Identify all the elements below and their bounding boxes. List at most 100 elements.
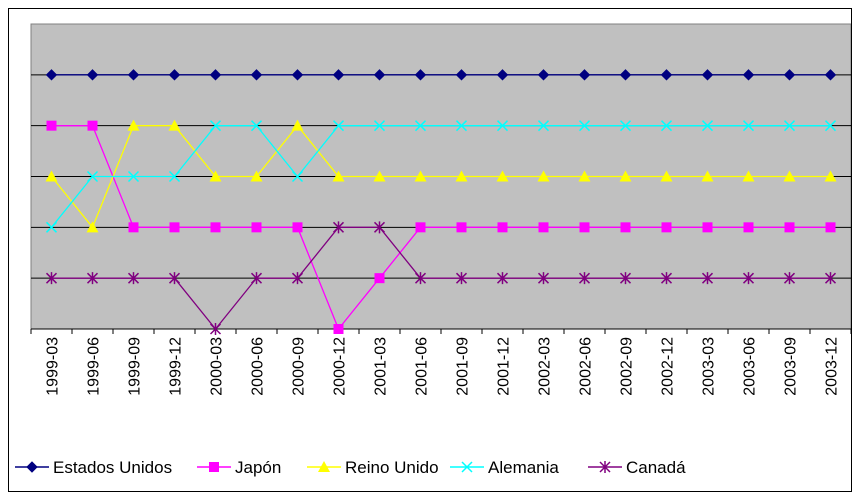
data-point [333, 324, 344, 334]
data-point [86, 221, 99, 233]
x-tick-label: 2002-09 [619, 337, 636, 396]
x-tick-label: 1999-12 [168, 337, 185, 396]
data-point [619, 170, 632, 182]
x-tick-label: 2003-12 [824, 337, 841, 396]
legend-item: Reino Unido [307, 458, 439, 477]
data-point [660, 170, 673, 182]
x-tick-label: 2001-06 [414, 337, 431, 396]
data-point [497, 222, 508, 233]
data-point [578, 170, 591, 182]
legend-marker [599, 461, 611, 473]
series-line [51, 125, 831, 331]
data-point [824, 120, 837, 132]
legend-label: Estados Unidos [53, 458, 172, 477]
data-point [414, 170, 427, 182]
data-point [415, 222, 426, 233]
data-point [742, 120, 755, 132]
x-tick-label: 2002-12 [660, 337, 677, 396]
data-point [414, 272, 427, 285]
data-point [578, 272, 591, 285]
legend-label: Japón [235, 458, 281, 477]
legend-marker [26, 461, 38, 473]
data-point [496, 272, 509, 285]
data-point [455, 69, 468, 81]
series-group [45, 69, 837, 335]
data-point [783, 69, 796, 81]
series-line [50, 125, 831, 228]
x-tick-label: 2001-09 [455, 337, 472, 396]
data-point [291, 69, 304, 81]
legend-label: Alemania [488, 458, 559, 477]
series-line [51, 226, 831, 331]
data-point [169, 222, 180, 233]
x-tick-label: 2001-03 [373, 337, 390, 396]
data-point [660, 69, 673, 81]
data-point [127, 119, 140, 131]
data-point [537, 170, 550, 182]
data-point [538, 222, 549, 233]
data-point [86, 69, 99, 81]
data-point [742, 272, 755, 285]
data-point [127, 69, 140, 81]
data-point [414, 69, 427, 81]
x-tick-label: 2002-03 [537, 337, 554, 396]
series [46, 120, 836, 334]
data-point [660, 272, 673, 285]
x-tick-label: 1999-09 [127, 337, 144, 396]
series [45, 120, 837, 233]
data-point [209, 69, 222, 81]
x-tick-label: 2003-09 [783, 337, 800, 396]
data-point [414, 120, 427, 132]
data-point [496, 69, 509, 81]
data-point [537, 120, 550, 132]
data-point [332, 69, 345, 81]
data-point [128, 222, 139, 233]
data-point [45, 69, 58, 81]
data-point [45, 221, 58, 233]
legend-item: Alemania [450, 458, 559, 477]
data-point [619, 120, 632, 132]
x-tick-label: 2003-03 [701, 337, 718, 396]
data-point [168, 119, 181, 131]
data-point [702, 222, 713, 233]
data-point [373, 221, 386, 234]
data-point [332, 120, 345, 132]
data-point [742, 69, 755, 81]
series [45, 69, 837, 81]
data-point [291, 272, 304, 285]
data-point [783, 170, 796, 182]
legend-item: Canadá [588, 458, 686, 477]
data-point [537, 272, 550, 285]
x-tick-label: 2002-06 [578, 337, 595, 396]
data-point [783, 272, 796, 285]
x-tick-label: 2003-06 [742, 337, 759, 396]
x-tick-label: 2000-06 [250, 337, 267, 396]
data-point [127, 272, 140, 285]
data-point [127, 170, 140, 183]
data-point [824, 170, 837, 182]
data-point [619, 69, 632, 81]
legend-label: Canadá [626, 458, 686, 477]
data-point [455, 272, 468, 285]
series [45, 119, 837, 233]
data-point [291, 119, 304, 131]
data-point [825, 222, 836, 233]
data-point [292, 222, 303, 233]
data-point [496, 120, 509, 132]
data-point [332, 170, 345, 182]
legend-item: Japón [197, 458, 281, 477]
data-point [742, 170, 755, 182]
data-point [824, 272, 837, 285]
data-point [291, 170, 304, 183]
data-point [209, 323, 222, 335]
data-point [783, 120, 796, 132]
data-point [209, 120, 222, 132]
data-point [496, 170, 509, 182]
data-point [86, 272, 99, 285]
data-point [701, 69, 714, 81]
data-point [251, 222, 262, 233]
data-point [661, 222, 672, 233]
data-point [168, 69, 181, 81]
data-point [578, 69, 591, 81]
x-tick-label: 2000-12 [332, 337, 349, 396]
